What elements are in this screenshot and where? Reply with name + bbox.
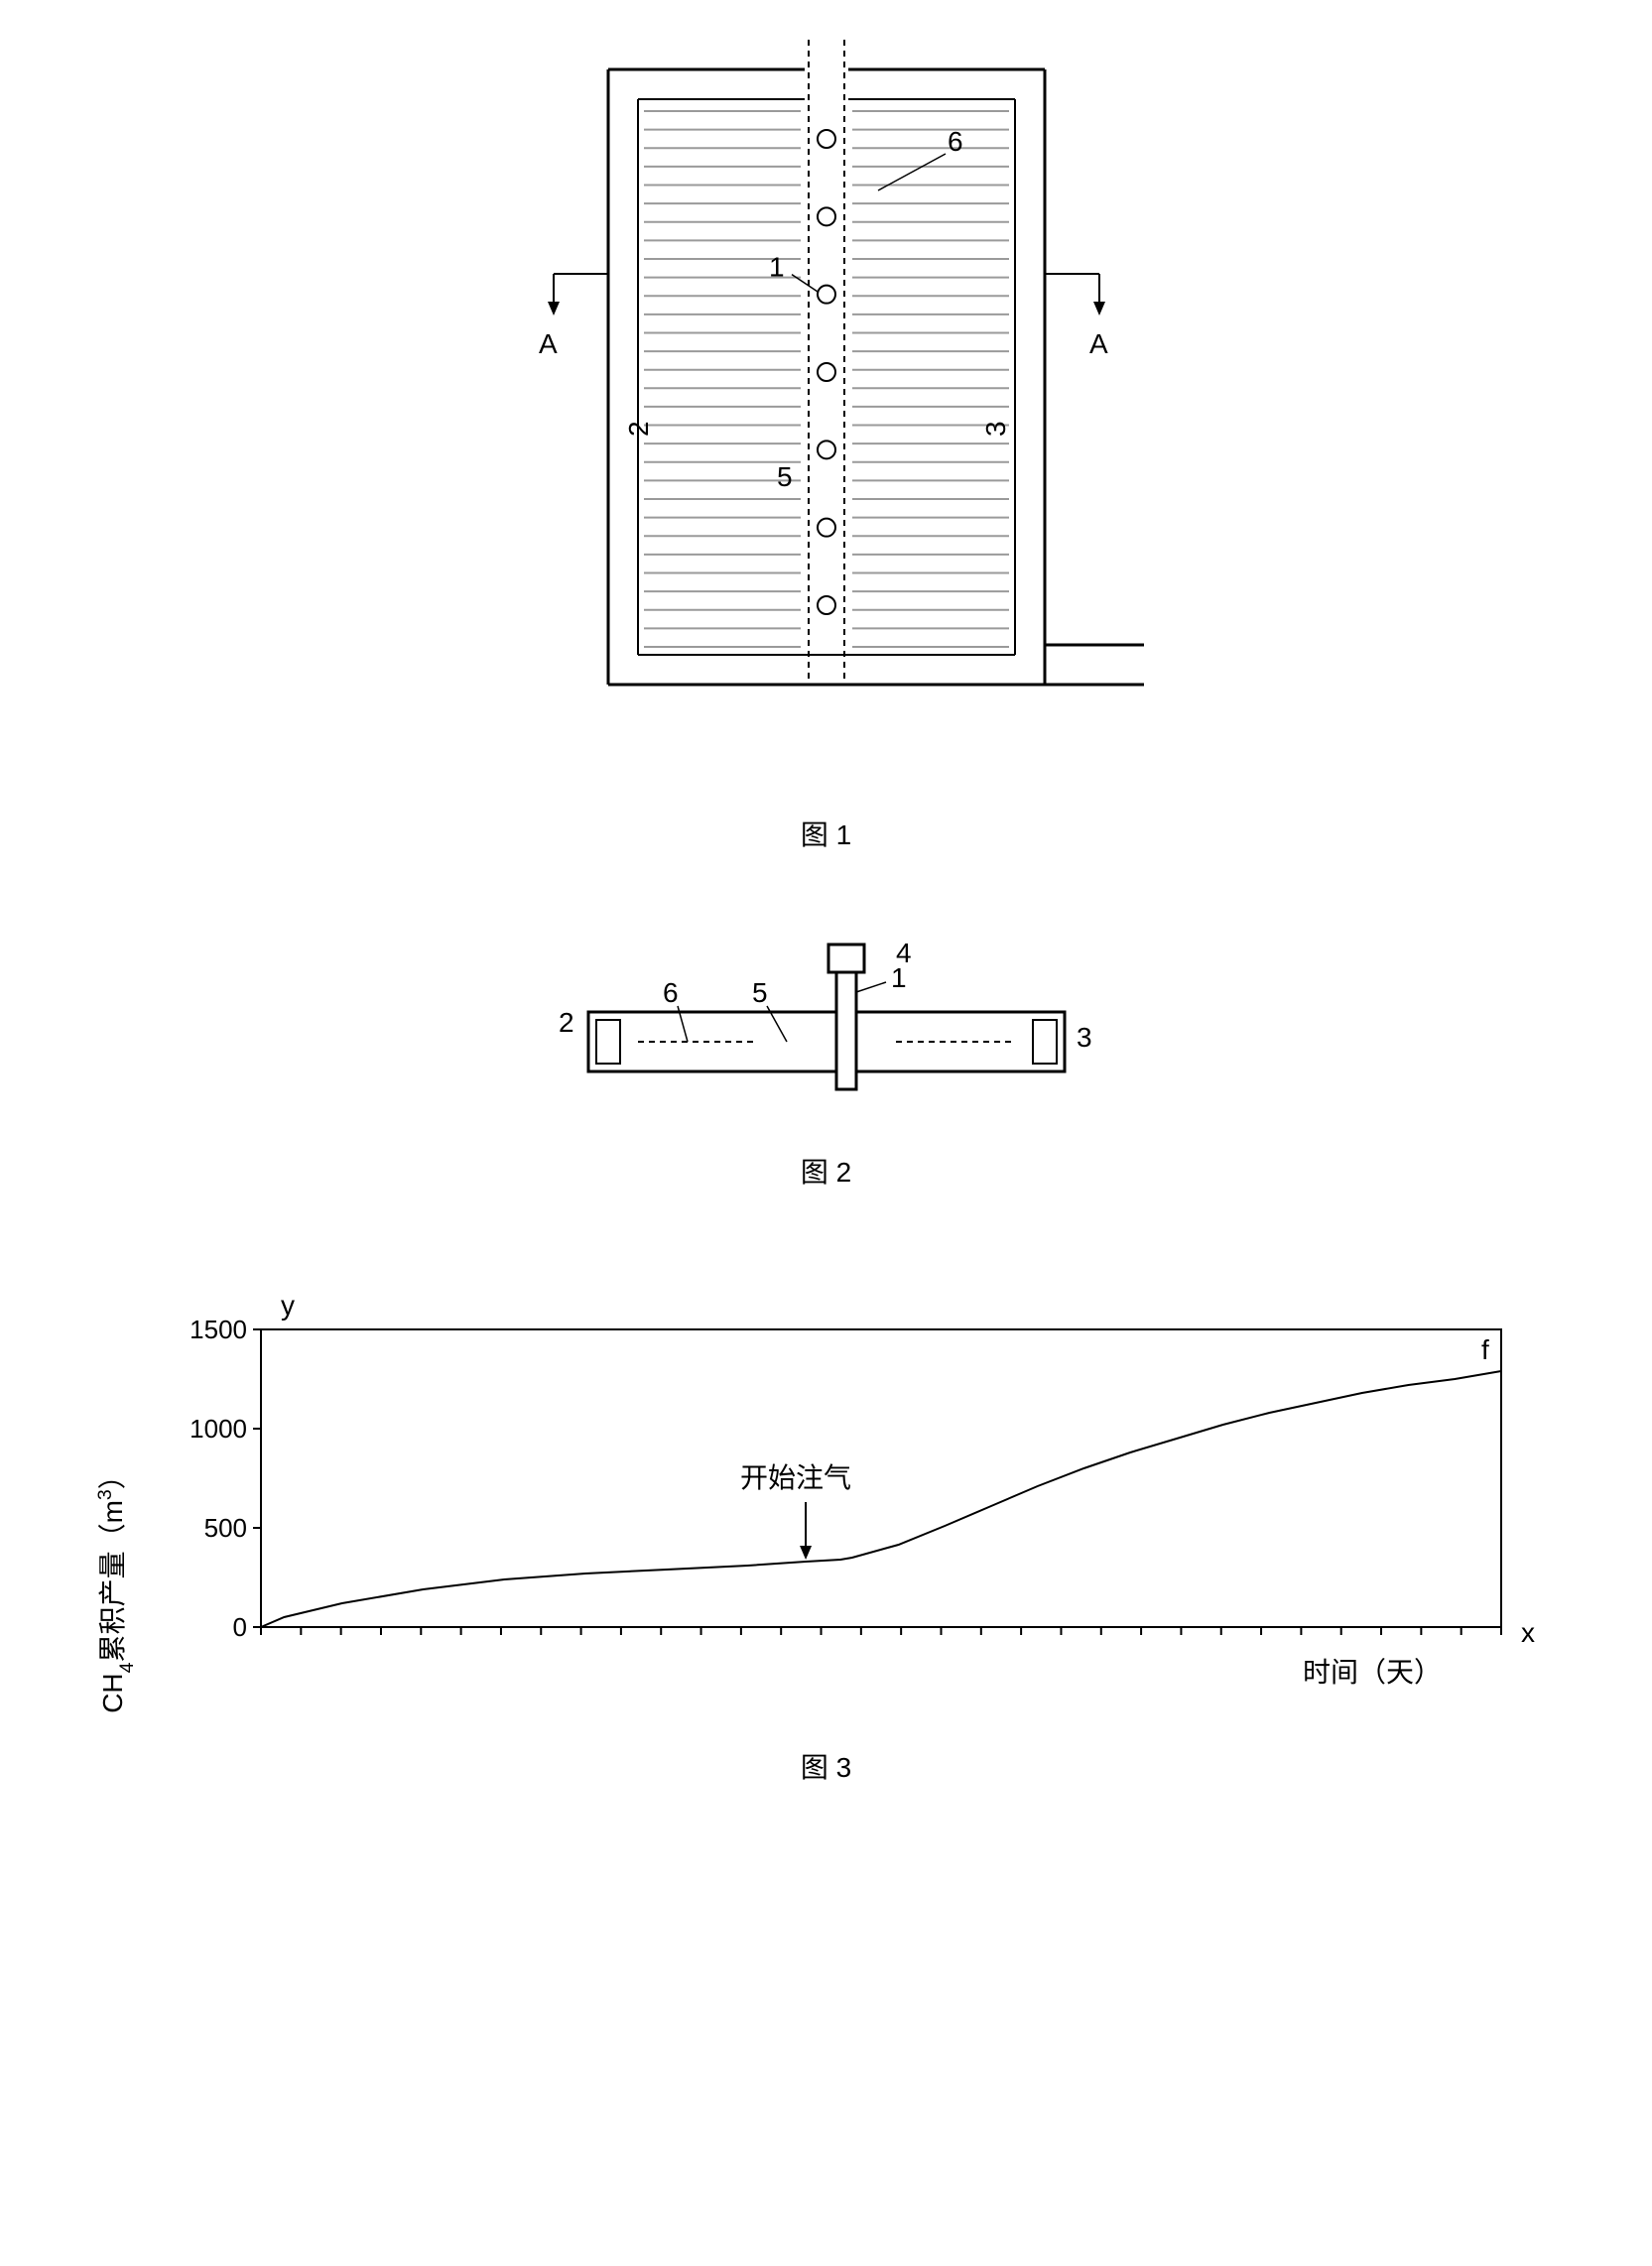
label-2: 2 <box>623 421 654 437</box>
figure-3: 0 500 1000 1500 开始注气 f y x 时间（天） CH4累积产量（m3） 图 3 <box>60 1270 1592 1786</box>
label-1: 1 <box>769 252 785 283</box>
figure-3-caption: 图 3 <box>801 1746 851 1786</box>
section-label-a-right: A <box>1089 328 1108 359</box>
label-6: 6 <box>663 977 679 1008</box>
curve-label: f <box>1481 1334 1489 1365</box>
label-3: 3 <box>1077 1022 1092 1053</box>
annotation-text: 开始注气 <box>740 1462 851 1493</box>
ytick-label: 0 <box>232 1612 246 1642</box>
label-3: 3 <box>980 421 1011 437</box>
y-axis-symbol: y <box>281 1290 295 1321</box>
label-5: 5 <box>777 461 793 492</box>
label-4: 4 <box>896 938 912 968</box>
figure-1-caption: 图 1 <box>801 814 851 853</box>
ytick-label: 500 <box>203 1513 246 1543</box>
ytick-label: 1500 <box>190 1315 247 1344</box>
figure-2: 236514 图 2 <box>60 933 1592 1191</box>
x-axis-symbol: x <box>1521 1617 1535 1648</box>
figure-1: A A 1 6 2 3 5 图 1 <box>60 40 1592 853</box>
curve-f <box>261 1371 1501 1627</box>
x-axis-label: 时间（天） <box>1302 1657 1441 1688</box>
y-axis-label: CH4累积产量（m3） <box>94 1461 138 1713</box>
figure-2-caption: 图 2 <box>801 1151 851 1191</box>
figure-2-svg: 236514 <box>469 933 1184 1131</box>
ytick-label: 1000 <box>190 1414 247 1444</box>
figure-1-svg: A A 1 6 2 3 5 <box>449 40 1204 794</box>
label-2: 2 <box>559 1007 574 1038</box>
label-6: 6 <box>948 126 963 157</box>
section-label-a-left: A <box>539 328 558 359</box>
figure-3-svg: 0 500 1000 1500 开始注气 f y x 时间（天） CH4累积产量（m3） <box>82 1270 1571 1726</box>
label-5: 5 <box>752 977 768 1008</box>
